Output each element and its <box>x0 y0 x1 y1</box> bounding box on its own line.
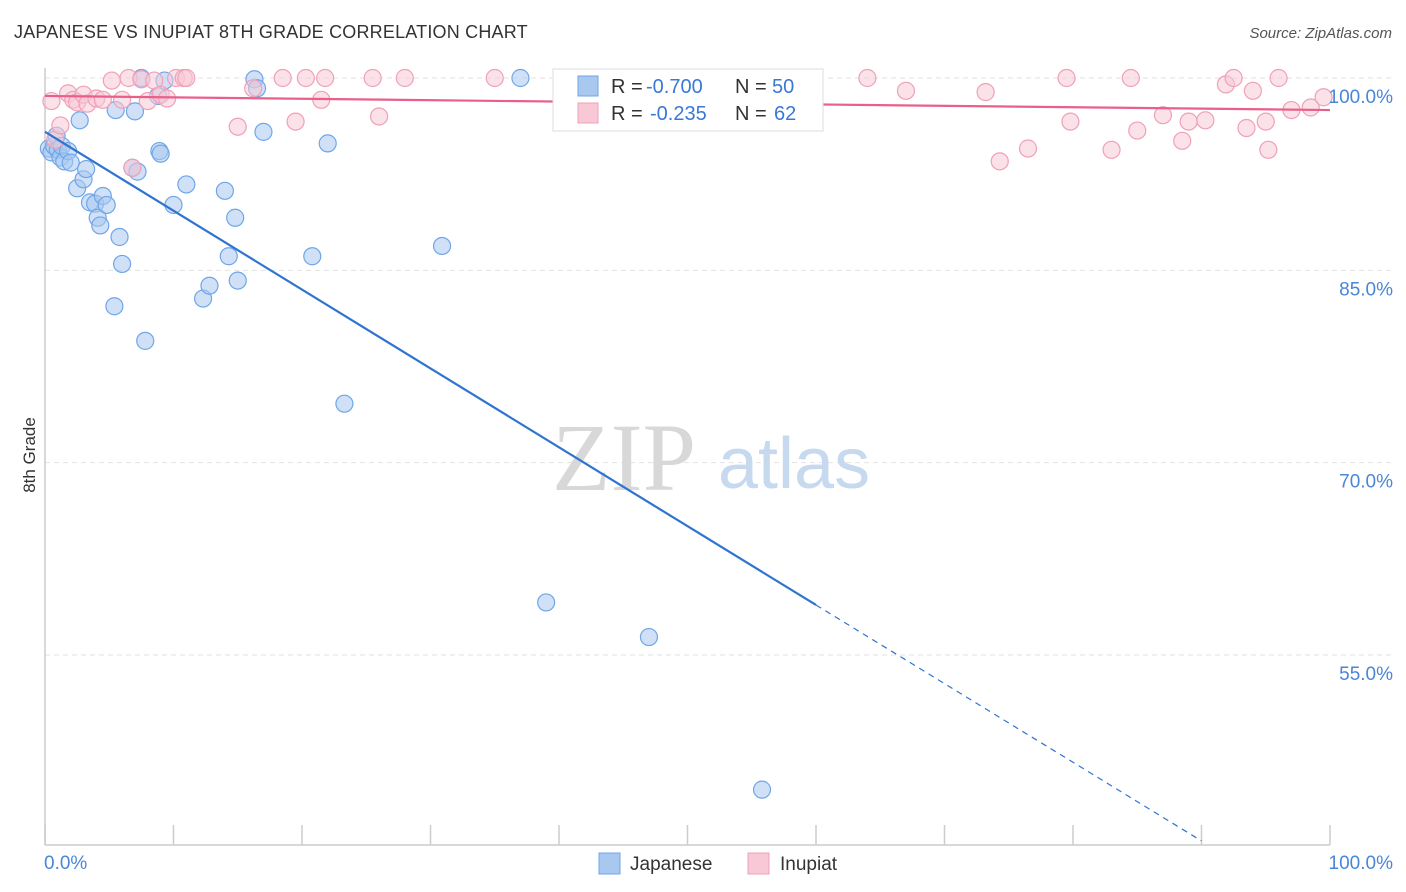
y-tick-label-3: 55.0% <box>1339 664 1393 685</box>
japanese-point-44 <box>303 247 322 266</box>
legend-n-label-1: N = <box>735 76 767 98</box>
inupiat-point-11 <box>112 90 132 109</box>
inupiat-point-31 <box>395 68 414 88</box>
inupiat-point-24 <box>273 68 292 88</box>
inupiat-point-42 <box>990 152 1009 171</box>
inupiat-point-41 <box>976 83 995 102</box>
series-legend-label-japanese: Japanese <box>630 854 712 875</box>
series-legend: Japanese Inupiat <box>598 852 838 875</box>
inupiat-point-54 <box>1224 68 1243 88</box>
inupiat-point-13 <box>123 158 142 177</box>
source-credit: Source: ZipAtlas.com <box>1249 25 1392 42</box>
inupiat-point-26 <box>296 68 315 88</box>
inupiat-point-51 <box>1179 112 1198 131</box>
inupiat-point-23 <box>244 79 263 98</box>
inupiat-point-39 <box>858 68 877 88</box>
japanese-point-36 <box>200 276 219 295</box>
inupiat-point-49 <box>1153 106 1173 125</box>
inupiat-point-45 <box>1061 112 1080 131</box>
japanese-point-21 <box>110 227 129 247</box>
inupiat-point-47 <box>1121 68 1140 88</box>
inupiat-point-52 <box>1196 111 1215 130</box>
japanese-point-51 <box>752 780 772 799</box>
inupiat-point-48 <box>1128 121 1147 140</box>
watermark: ZIP atlas <box>552 404 870 511</box>
legend-r-label-2: R = <box>611 103 643 125</box>
japanese-point-17 <box>91 216 110 235</box>
japanese-point-28 <box>136 331 155 350</box>
inupiat-point-56 <box>1243 81 1263 100</box>
japanese-point-38 <box>219 247 238 266</box>
japanese-point-50 <box>639 627 659 647</box>
japanese-point-43 <box>254 122 273 141</box>
y-tick-labels: 100.0% 85.0% 70.0% 55.0% <box>1329 87 1394 685</box>
japanese-point-46 <box>335 394 354 413</box>
correlation-legend: R = -0.700 N = 50 R = -0.235 N = 62 <box>552 68 824 132</box>
legend-r-label-1: R = <box>611 76 643 98</box>
legend-r-value-1: -0.700 <box>646 76 703 98</box>
inupiat-point-55 <box>1237 118 1256 138</box>
legend-r-value-2: -0.235 <box>650 103 707 125</box>
japanese-point-11 <box>70 111 89 130</box>
series-legend-swatch-japanese <box>598 852 621 875</box>
inupiat-point-2 <box>51 116 70 135</box>
japanese-point-48 <box>511 68 530 88</box>
legend-n-value-1: 50 <box>772 76 794 98</box>
y-tick-label-0: 100.0% <box>1329 87 1394 108</box>
watermark-atlas: atlas <box>718 424 870 504</box>
inupiat-point-61 <box>1301 98 1320 117</box>
inupiat-point-62 <box>1314 88 1333 107</box>
y-axis-label: 8th Grade <box>20 417 39 493</box>
inupiat-point-22 <box>228 117 247 136</box>
japanese-point-47 <box>432 236 452 256</box>
japanese-point-19 <box>97 195 116 215</box>
japanese-point-9 <box>61 153 80 172</box>
y-tick-label-1: 85.0% <box>1339 279 1393 300</box>
x-tick-label-0: 0.0% <box>44 853 87 874</box>
inupiat-point-43 <box>1018 139 1038 158</box>
inupiat-point-58 <box>1259 140 1278 159</box>
japanese-trend-extrapolation <box>815 604 1202 842</box>
japanese-point-37 <box>215 181 234 200</box>
inupiat-point-50 <box>1173 131 1192 150</box>
japanese-point-49 <box>537 593 556 612</box>
legend-swatch-inupiat <box>577 102 599 124</box>
inupiat-point-25 <box>286 112 305 131</box>
legend-swatch-japanese <box>577 75 599 97</box>
japanese-point-34 <box>177 175 196 194</box>
inupiat-point-21 <box>177 68 196 88</box>
inupiat-point-40 <box>896 81 916 100</box>
series-legend-label-inupiat: Inupiat <box>780 854 838 875</box>
series-legend-swatch-inupiat <box>747 852 770 875</box>
inupiat-point-57 <box>1256 112 1275 131</box>
japanese-point-31 <box>151 144 170 163</box>
y-tick-label-2: 70.0% <box>1339 472 1393 493</box>
inupiat-point-46 <box>1102 140 1121 159</box>
japanese-point-25 <box>125 102 145 121</box>
inupiat-point-29 <box>363 68 382 88</box>
inupiat-point-32 <box>485 68 504 88</box>
legend-n-value-2: 62 <box>774 103 796 125</box>
inupiat-point-44 <box>1057 68 1076 88</box>
legend-n-label-2: N = <box>735 103 767 125</box>
japanese-point-13 <box>77 159 96 179</box>
inupiat-point-10 <box>102 71 121 90</box>
inupiat-point-18 <box>157 89 177 108</box>
axes <box>44 68 1331 846</box>
japanese-point-39 <box>226 208 245 227</box>
japanese-point-40 <box>228 271 247 290</box>
japanese-point-22 <box>112 254 132 274</box>
inupiat-point-59 <box>1269 68 1288 88</box>
inupiat-point-28 <box>316 68 335 88</box>
japanese-trend-line <box>44 130 817 606</box>
inupiat-point-30 <box>370 107 389 126</box>
chart-title: JAPANESE VS INUPIAT 8TH GRADE CORRELATIO… <box>14 22 528 42</box>
gridlines <box>45 77 1393 656</box>
japanese-point-45 <box>318 134 337 153</box>
japanese-point-23 <box>105 297 124 316</box>
x-tick-label-1: 100.0% <box>1329 853 1394 874</box>
inupiat-point-9 <box>93 90 112 109</box>
x-tick-labels: 0.0% 100.0% <box>44 853 1393 874</box>
